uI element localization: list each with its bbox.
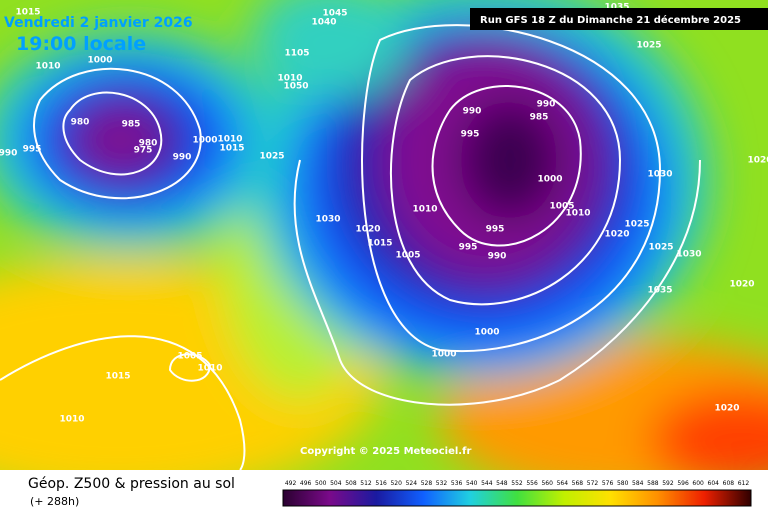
isobar-label: 1025 <box>259 152 284 162</box>
isobar-label: 1025 <box>636 41 661 51</box>
isobar-label: 1050 <box>283 82 308 92</box>
isobar-label: 985 <box>122 120 141 130</box>
isobar-label: 1030 <box>647 170 672 180</box>
isobar-label: 1040 <box>311 18 336 28</box>
colorbar-label: 552 <box>511 480 523 487</box>
colorbar-label: 604 <box>708 480 720 487</box>
field <box>0 0 768 470</box>
isobar-label: 1005 <box>177 352 202 362</box>
forecast-time: 19:00 locale <box>16 33 146 55</box>
colorbar-labels: 492 496 500 504 508 512 516 520 524 528 532 536 540 5… <box>285 480 750 487</box>
isobar-label: 1010 <box>197 364 222 374</box>
isobar-label: 1045 <box>322 9 347 19</box>
colorbar-label: 568 <box>572 480 584 487</box>
colorbar-label: 532 <box>436 480 448 487</box>
colorbar-label: 600 <box>692 480 704 487</box>
copyright: Copyright © 2025 Meteociel.fr <box>300 446 471 457</box>
isobar-label: 1010 <box>35 62 60 72</box>
colorbar-label: 580 <box>617 480 629 487</box>
isobar-label: 1005 <box>549 202 574 212</box>
isobar-label: 1015 <box>105 372 130 382</box>
colorbar-label: 508 <box>345 480 357 487</box>
forecast-date: Vendredi 2 janvier 2026 <box>4 15 193 31</box>
isobar-label: 1020 <box>355 225 380 235</box>
colorbar-label: 496 <box>300 480 312 487</box>
isobar-label: 1020 <box>604 230 629 240</box>
run-banner <box>470 8 768 30</box>
colorbar-label: 612 <box>738 480 750 487</box>
isobar-label: 1035 <box>647 286 672 296</box>
isobar-label: 1000 <box>431 350 456 360</box>
colorbar-label: 492 <box>285 480 297 487</box>
isobar-label: 1030 <box>676 250 701 260</box>
isobar-label: 985 <box>530 113 549 123</box>
isobar-label: 990 <box>537 100 556 110</box>
isobar-label: 975 <box>134 146 153 156</box>
isobar-label: 1010 <box>565 209 590 219</box>
colorbar-label: 520 <box>390 480 402 487</box>
isobar-label: 995 <box>459 243 478 253</box>
colorbar <box>282 489 752 507</box>
isobar-label: 990 <box>173 153 192 163</box>
isobar-label: 1005 <box>395 251 420 261</box>
colorbar-label: 608 <box>723 480 735 487</box>
footer-title: Géop. Z500 & pression au sol <box>28 476 235 492</box>
colorbar-label: 564 <box>557 480 569 487</box>
isobar-label: 995 <box>23 145 42 155</box>
isobar-label: 1000 <box>87 56 112 66</box>
footer-subtitle: (+ 288h) <box>30 495 79 508</box>
colorbar-label: 524 <box>406 480 418 487</box>
isobar-label: 980 <box>71 118 90 128</box>
isobar-label: 1105 <box>284 49 309 59</box>
isobar-label: 1025 <box>624 220 649 230</box>
colorbar-label: 560 <box>541 480 553 487</box>
isobar-label: 1000 <box>192 136 217 146</box>
isobar-label: 990 <box>463 107 482 117</box>
isobar-label: 990 <box>488 252 507 262</box>
colorbar-label: 548 <box>496 480 508 487</box>
isobar-label: 1030 <box>315 215 340 225</box>
isobar-label: 1000 <box>474 328 499 338</box>
colorbar-label: 536 <box>451 480 463 487</box>
colorbar-label: 528 <box>421 480 433 487</box>
isobar-label: 1035 <box>604 3 629 13</box>
isobar-label: 1015 <box>15 8 40 18</box>
isobar-label: 1015 <box>219 144 244 154</box>
isobar-label: 1010 <box>217 135 242 145</box>
colorbar-label: 544 <box>481 480 493 487</box>
colorbar-label: 556 <box>526 480 538 487</box>
isobar-label: 1010 <box>277 74 302 84</box>
colorbar-label: 540 <box>466 480 478 487</box>
colorbar-label: 516 <box>375 480 387 487</box>
isobar-label: 1025 <box>648 243 673 253</box>
colorbar-label: 592 <box>662 480 674 487</box>
isobar-label: 995 <box>486 225 505 235</box>
colorbar-label: 500 <box>315 480 327 487</box>
colorbar-label: 596 <box>677 480 689 487</box>
colorbar-label: 512 <box>360 480 372 487</box>
colorbar-label: 504 <box>330 480 342 487</box>
isobar-label: 980 <box>139 139 158 149</box>
isobar-label: 1020 <box>714 404 739 414</box>
run-info: Run GFS 18 Z du Dimanche 21 décembre 202… <box>480 14 741 26</box>
isobar-label: 1015 <box>367 239 392 249</box>
colorbar-label: 584 <box>632 480 644 487</box>
isobar-label: 990 <box>0 149 17 159</box>
colorbar-label: 588 <box>647 480 659 487</box>
isobar-label: 995 <box>461 130 480 140</box>
isobar-label: 1010 <box>412 205 437 215</box>
isobar-label: 1010 <box>59 415 84 425</box>
isobar-label: 1000 <box>537 175 562 185</box>
isobar-label: 1020 <box>729 280 754 290</box>
colorbar-label: 576 <box>602 480 614 487</box>
colorbar-label: 572 <box>587 480 599 487</box>
isobar-label: 1020 <box>747 156 768 166</box>
